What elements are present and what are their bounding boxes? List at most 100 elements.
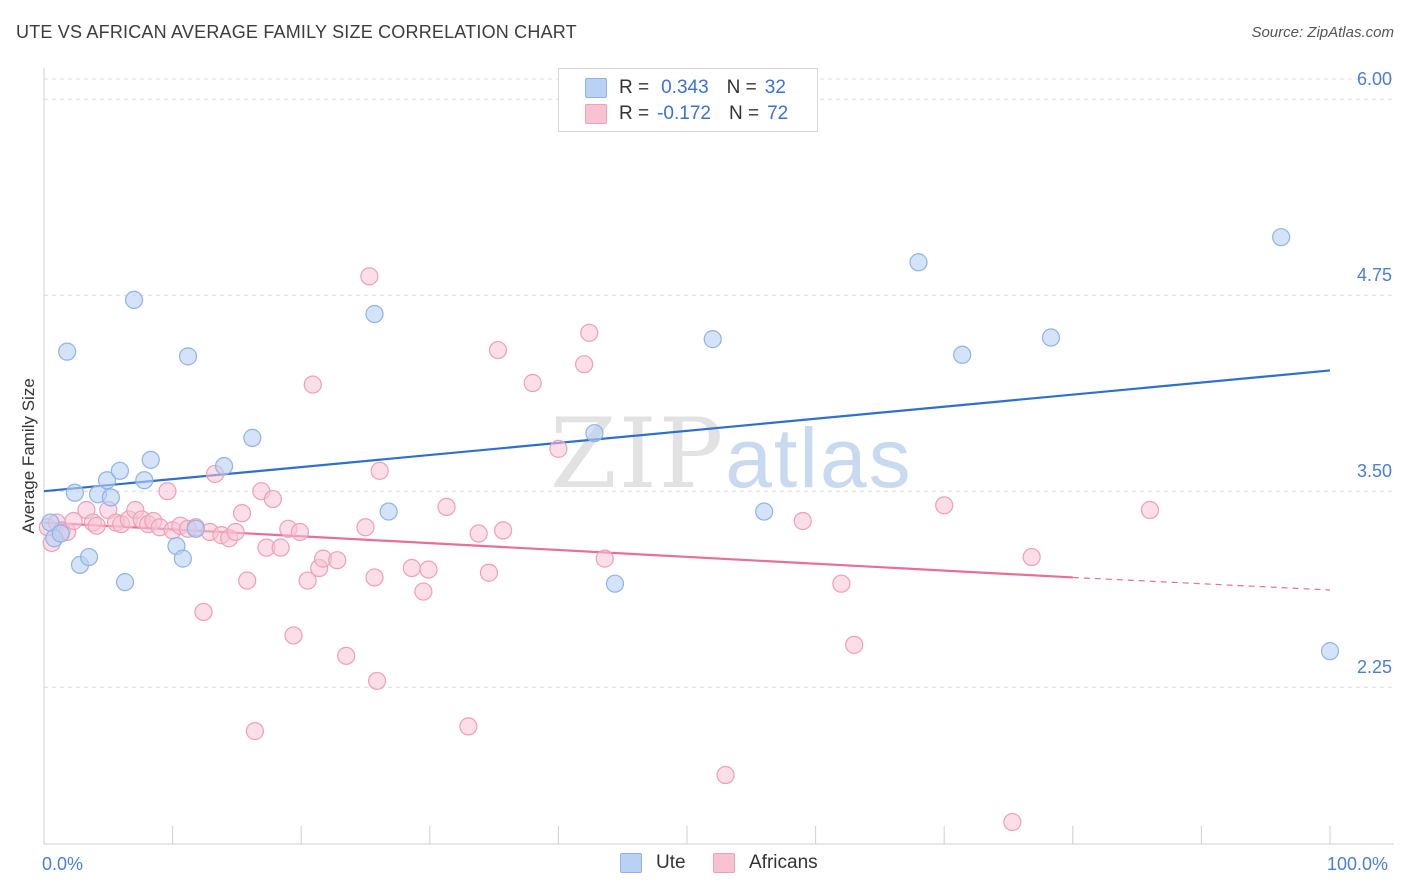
ute-point	[379, 502, 398, 521]
africans-point	[370, 461, 389, 480]
legend-row-africans: R = -0.172 N = 72	[585, 101, 788, 127]
x-tick-label-max: 100.0%	[1327, 854, 1388, 874]
legend-ute-label: Ute	[656, 852, 686, 873]
africans-swatch	[585, 104, 607, 124]
ute-point	[1272, 228, 1291, 247]
africans-point	[290, 522, 310, 542]
africans-point	[402, 558, 421, 578]
x-tick-label-min: 0.0%	[42, 854, 83, 874]
africans-point	[263, 489, 283, 509]
africans-point	[232, 504, 252, 523]
africans-point	[716, 765, 735, 785]
ute-n-label: N =	[726, 77, 757, 98]
africans-point	[437, 497, 456, 516]
series-legend: Ute Africans	[0, 852, 1406, 878]
source-label: Source: ZipAtlas.com	[1251, 24, 1394, 41]
africans-point	[575, 355, 594, 374]
africans-point	[494, 521, 513, 540]
legend-africans-label: Africans	[749, 852, 818, 873]
ute-point	[909, 253, 928, 272]
ute-point	[97, 471, 117, 490]
africans-point	[459, 717, 478, 736]
africans-point	[245, 722, 265, 741]
africans-point	[337, 646, 356, 665]
africans-point	[194, 602, 213, 622]
africans-point	[87, 516, 106, 535]
africans-point	[298, 571, 317, 590]
africans-point	[367, 671, 387, 691]
y-tick-label: 4.75	[1357, 265, 1392, 285]
ute-n-value: 32	[764, 77, 786, 98]
africans-point	[356, 518, 375, 537]
africans-r-label: R =	[619, 103, 650, 124]
legend-item-africans[interactable]: Africans	[713, 852, 818, 874]
africans-r-value: -0.172	[657, 103, 711, 124]
ute-point	[178, 347, 198, 366]
africans-point	[158, 482, 177, 501]
africans-point	[595, 549, 614, 568]
y-tick-label: 2.25	[1357, 657, 1392, 677]
legend-item-ute[interactable]: Ute	[620, 852, 686, 874]
y-tick-label: 3.50	[1357, 461, 1392, 481]
africans-point	[284, 626, 303, 645]
africans-point	[414, 582, 433, 601]
africans-point	[238, 571, 257, 590]
ute-point	[110, 461, 129, 480]
ute-r-value: 0.343	[661, 77, 709, 98]
africans-point	[64, 511, 83, 531]
africans-point	[488, 340, 508, 360]
africans-point	[479, 563, 499, 582]
africans-points	[38, 267, 1160, 832]
ute-point	[703, 330, 722, 349]
africans-point	[419, 560, 438, 579]
ute-point	[58, 342, 77, 361]
africans-point	[226, 522, 245, 542]
africans-point	[845, 635, 864, 654]
legend-row-ute: R = 0.343 N = 32	[585, 75, 786, 101]
chart-title: UTE VS AFRICAN AVERAGE FAMILY SIZE CORRE…	[16, 22, 577, 42]
ute-point	[1320, 642, 1340, 661]
ute-point	[173, 549, 192, 568]
africans-point	[1140, 500, 1160, 520]
africans-point	[832, 574, 851, 593]
ute-point	[79, 547, 99, 567]
watermark-atlas: atlas	[725, 411, 913, 505]
legend-africans-swatch	[713, 853, 735, 873]
ute-point	[953, 345, 972, 364]
ute-point	[186, 519, 205, 538]
africans-point	[365, 568, 384, 587]
axes	[43, 68, 1394, 845]
africans-point	[523, 373, 542, 393]
ute-point	[585, 424, 604, 443]
ute-point	[135, 471, 154, 490]
ute-point	[365, 304, 384, 324]
y-axis-title: Average Family Size	[19, 378, 38, 534]
y-tick-label: 6.00	[1357, 69, 1392, 89]
ute-point	[115, 573, 135, 592]
x-ticks	[43, 826, 1331, 844]
ute-swatch	[585, 78, 607, 98]
africans-n-value: 72	[767, 103, 789, 124]
africans-point	[271, 538, 290, 557]
africans-point	[328, 551, 347, 570]
legend-ute-swatch	[620, 853, 642, 873]
africans-point	[935, 496, 954, 515]
africans-point	[793, 511, 812, 531]
africans-point	[1022, 547, 1041, 567]
ute-point	[755, 502, 774, 521]
ute-r-label: R =	[619, 77, 650, 98]
ute-point	[124, 290, 144, 310]
ute-point	[605, 574, 625, 593]
y-tick-labels: 2.25 3.50 4.75 6.00	[1357, 69, 1392, 677]
stats-legend: R = 0.343 N = 32 R = -0.172 N = 72	[558, 68, 818, 132]
ute-point	[101, 488, 120, 507]
africans-point	[1003, 812, 1022, 832]
ute-points	[41, 228, 1340, 661]
ute-point	[65, 483, 84, 502]
ute-point	[214, 457, 234, 476]
africans-point	[303, 375, 322, 394]
ute-trend-line	[43, 369, 1331, 493]
africans-point	[580, 323, 599, 342]
africans-point	[549, 439, 568, 458]
